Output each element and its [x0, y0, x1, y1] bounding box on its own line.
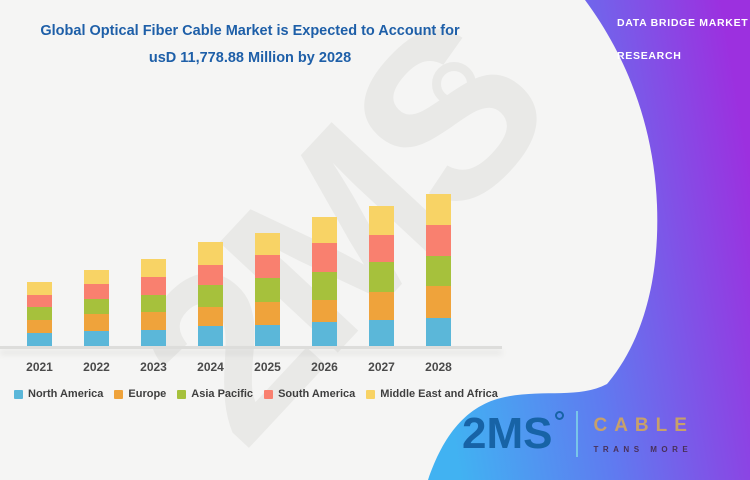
bar-segment-north-america	[141, 329, 166, 346]
legend-label: Asia Pacific	[191, 388, 254, 400]
bar-segment-europe	[27, 320, 52, 333]
bar-segment-europe	[369, 292, 394, 320]
legend-swatch-icon	[114, 389, 124, 399]
bar-segment-middle-east-and-africa	[369, 205, 394, 235]
bar-segment-north-america	[369, 320, 394, 346]
chart-title: Global Optical Fiber Cable Market is Exp…	[10, 18, 490, 72]
bar-segment-europe	[255, 302, 280, 325]
legend-item-south-america: South America	[264, 388, 355, 400]
bar-2023	[141, 259, 166, 346]
bar-segment-europe	[312, 299, 337, 322]
bar-segment-middle-east-and-africa	[255, 233, 280, 255]
x-axis-label-2024: 2024	[197, 360, 224, 374]
legend-swatch-icon	[264, 389, 274, 399]
bar-2024	[198, 241, 223, 346]
bar-segment-middle-east-and-africa	[198, 241, 223, 265]
bar-segment-middle-east-and-africa	[426, 193, 451, 225]
x-axis-line	[0, 346, 502, 349]
x-axis-label-2025: 2025	[254, 360, 281, 374]
brand-badge-line2: RESEARCH	[617, 50, 682, 62]
legend-label: South America	[278, 388, 356, 400]
cable-wordmark-block: CABLE TRANS MORE	[593, 415, 693, 454]
x-axis-label-2028: 2028	[425, 360, 452, 374]
bar-2025	[255, 233, 280, 346]
bar-segment-asia-pacific	[369, 262, 394, 292]
bar-2027	[369, 205, 394, 346]
bar-segment-asia-pacific	[84, 299, 109, 314]
bar-2021	[27, 282, 52, 346]
x-axis-label-2026: 2026	[311, 360, 338, 374]
legend-item-north-america: North America	[14, 388, 103, 400]
bar-segment-north-america	[27, 332, 52, 346]
bar-2028	[426, 193, 451, 346]
legend-swatch-icon	[14, 389, 23, 399]
bar-segment-middle-east-and-africa	[312, 216, 337, 243]
cable-tagline: TRANS MORE	[593, 444, 693, 454]
legend-item-europe: Europe	[114, 388, 166, 400]
bar-segment-south-america	[198, 265, 223, 285]
bar-segment-north-america	[312, 322, 337, 346]
legend-label: Middle East and Africa	[380, 388, 498, 400]
x-axis-label-2027: 2027	[368, 360, 395, 374]
bar-2022	[84, 270, 109, 346]
bar-segment-asia-pacific	[198, 285, 223, 307]
brand-badge-line1: DATA BRIDGE MARKET	[617, 17, 749, 29]
x-axis-label-2022: 2022	[83, 360, 110, 374]
legend-label: Europe	[128, 388, 167, 400]
brand-badge: DATA BRIDGE MARKET RESEARCH	[617, 17, 748, 62]
legend-swatch-icon	[366, 389, 376, 399]
bar-segment-south-america	[426, 224, 451, 256]
bar-segment-asia-pacific	[312, 272, 337, 300]
legend-label: North America	[28, 388, 104, 400]
x-axis-label-2023: 2023	[140, 360, 167, 374]
bar-segment-asia-pacific	[255, 277, 280, 302]
bar-segment-europe	[198, 306, 223, 326]
bar-segment-asia-pacific	[27, 307, 52, 320]
zms-logo-wordmark: 2MS	[462, 408, 565, 460]
bar-segment-south-america	[255, 255, 280, 278]
bar-segment-north-america	[198, 325, 223, 346]
legend-item-asia-pacific: Asia Pacific	[177, 388, 253, 400]
bar-segment-north-america	[426, 317, 451, 346]
bar-segment-south-america	[27, 294, 52, 307]
zms-watermark-ring-icon	[432, 62, 476, 106]
zms-logo-ring-icon	[555, 411, 565, 420]
bar-segment-asia-pacific	[426, 255, 451, 286]
bar-segment-middle-east-and-africa	[84, 270, 109, 284]
chart-title-line1: Global Optical Fiber Cable Market is Exp…	[40, 23, 460, 39]
legend-swatch-icon	[177, 389, 187, 399]
bar-segment-middle-east-and-africa	[141, 259, 166, 277]
chart-legend: North America Europe Asia Pacific South Ame…	[14, 388, 498, 400]
bar-segment-north-america	[84, 330, 109, 346]
bar-segment-asia-pacific	[141, 294, 166, 312]
bar-segment-europe	[141, 312, 166, 330]
zms-logo-text: 2MS	[462, 409, 553, 458]
bar-segment-middle-east-and-africa	[27, 282, 52, 295]
x-axis-label-2021: 2021	[26, 360, 53, 374]
legend-item-middle-east-and-africa: Middle East and Africa	[366, 388, 498, 400]
bar-segment-europe	[426, 285, 451, 318]
bar-segment-europe	[84, 313, 109, 331]
cable-wordmark: CABLE	[593, 414, 694, 436]
bar-segment-south-america	[369, 234, 394, 262]
bar-segment-north-america	[255, 324, 280, 346]
zms-cable-logo: 2MS CABLE TRANS MORE	[462, 408, 694, 460]
bar-segment-south-america	[84, 283, 109, 299]
bar-2026	[312, 216, 337, 346]
logo-divider	[576, 411, 579, 457]
bar-segment-south-america	[312, 242, 337, 272]
bar-segment-south-america	[141, 277, 166, 295]
chart-title-line2: usD 11,778.88 Million by 2028	[148, 50, 352, 66]
